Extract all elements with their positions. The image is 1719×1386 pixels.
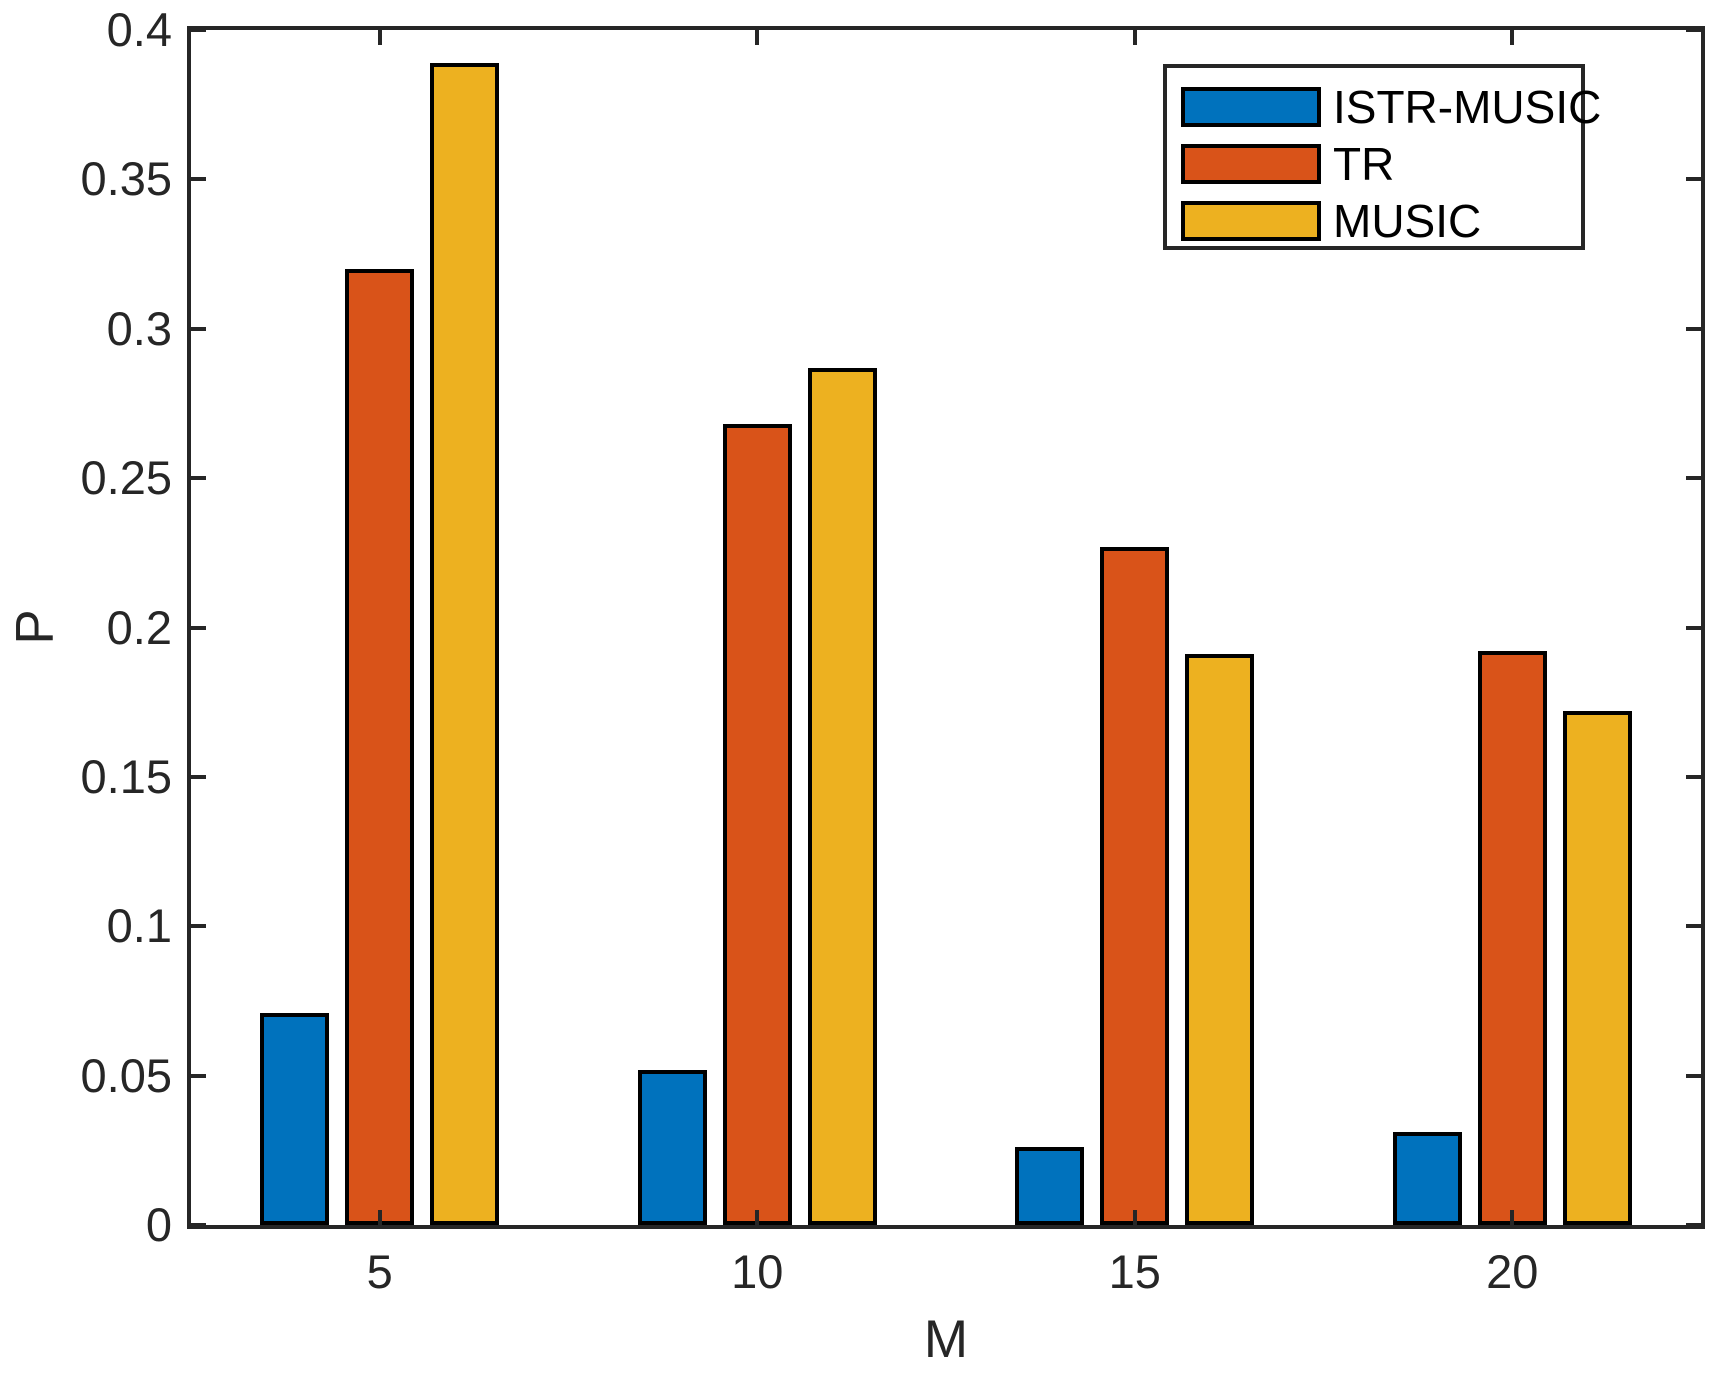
y-tick-right-0 xyxy=(1686,1223,1701,1227)
y-tick-label-0.2: 0.2 xyxy=(106,600,172,654)
y-tick-label-0.4: 0.4 xyxy=(106,3,172,56)
y-tick-left-0.4 xyxy=(191,28,206,32)
legend-label-music: MUSIC xyxy=(1333,194,1482,247)
bar-istr-music-m15 xyxy=(1015,1147,1085,1225)
y-tick-right-0.25 xyxy=(1686,476,1701,481)
x-tick-label-15: 15 xyxy=(1108,1245,1161,1298)
y-tick-right-0.35 xyxy=(1686,177,1701,182)
bar-istr-music-m5 xyxy=(260,1012,330,1225)
bar-tr-m20 xyxy=(1477,651,1547,1225)
y-tick-right-0.05 xyxy=(1686,1073,1701,1078)
y-tick-left-0 xyxy=(191,1223,206,1227)
y-tick-label-0.1: 0.1 xyxy=(106,899,172,953)
bar-music-m20 xyxy=(1562,711,1632,1225)
y-tick-left-0.15 xyxy=(191,774,206,779)
y-tick-left-0.05 xyxy=(191,1073,206,1078)
y-tick-left-0.25 xyxy=(191,476,206,481)
y-tick-right-0.4 xyxy=(1686,28,1701,32)
x-tick-bottom-5 xyxy=(377,1210,382,1225)
y-tick-left-0.2 xyxy=(191,625,206,630)
legend: ISTR-MUSIC TR MUSIC xyxy=(1163,64,1601,250)
y-tick-right-0.2 xyxy=(1686,625,1701,630)
bar-tr-m5 xyxy=(345,269,415,1225)
y-tick-right-0.15 xyxy=(1686,774,1701,779)
y-tick-right-0.3 xyxy=(1686,326,1701,331)
bar-music-m10 xyxy=(807,367,877,1225)
legend-label-istr-music: ISTR-MUSIC xyxy=(1333,80,1602,133)
x-tick-top-5 xyxy=(377,30,382,45)
legend-row-istr-music: ISTR-MUSIC xyxy=(1167,78,1601,135)
plot-area-frame xyxy=(187,26,1705,1229)
x-tick-top-20 xyxy=(1510,30,1515,45)
legend-swatch-istr-music xyxy=(1181,86,1321,127)
y-tick-left-0.35 xyxy=(191,177,206,182)
y-tick-label-0.15: 0.15 xyxy=(80,749,172,803)
y-tick-label-0.05: 0.05 xyxy=(80,1048,172,1102)
y-tick-label-0.35: 0.35 xyxy=(80,152,172,206)
legend-swatch-tr xyxy=(1181,143,1321,184)
bar-istr-music-m20 xyxy=(1392,1132,1462,1225)
legend-swatch-music xyxy=(1181,200,1321,241)
x-tick-label-5: 5 xyxy=(366,1245,393,1298)
legend-row-music: MUSIC xyxy=(1167,192,1581,249)
x-tick-top-15 xyxy=(1132,30,1137,45)
bar-tr-m10 xyxy=(722,424,792,1225)
legend-label-tr: TR xyxy=(1333,137,1395,190)
x-tick-bottom-10 xyxy=(755,1210,760,1225)
x-tick-label-10: 10 xyxy=(731,1245,784,1298)
x-tick-label-20: 20 xyxy=(1486,1245,1539,1298)
bar-music-m15 xyxy=(1185,654,1255,1225)
x-tick-bottom-15 xyxy=(1132,1210,1137,1225)
y-tick-label-0.3: 0.3 xyxy=(106,301,172,355)
bar-music-m5 xyxy=(430,62,500,1225)
y-tick-right-0.1 xyxy=(1686,924,1701,929)
y-tick-left-0.1 xyxy=(191,924,206,929)
y-tick-label-0: 0 xyxy=(145,1198,172,1251)
x-tick-bottom-20 xyxy=(1510,1210,1515,1225)
x-tick-top-10 xyxy=(755,30,760,45)
plot-area xyxy=(191,28,1701,1227)
x-axis-label: M xyxy=(923,1310,969,1369)
bar-tr-m15 xyxy=(1100,546,1170,1225)
y-tick-label-0.25: 0.25 xyxy=(80,451,172,505)
bar-istr-music-m10 xyxy=(637,1069,707,1225)
y-tick-left-0.3 xyxy=(191,326,206,331)
legend-row-tr: TR xyxy=(1167,135,1581,192)
